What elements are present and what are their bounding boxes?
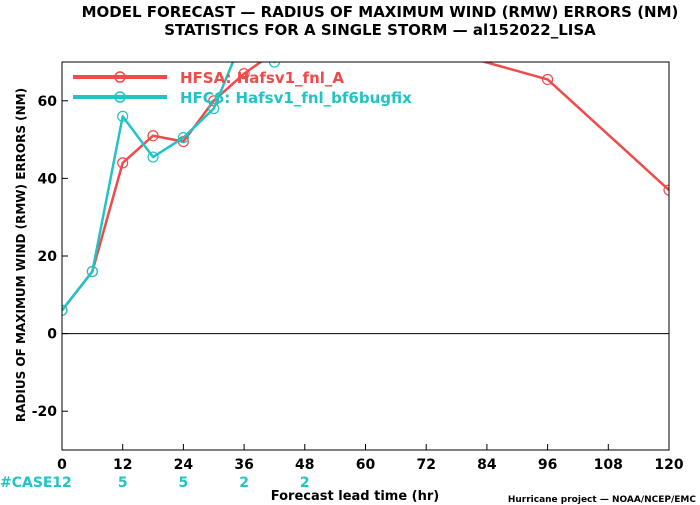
data-point [268,62,281,68]
x-tick-label: 72 [416,457,435,473]
x-tick-label: 0 [57,457,67,473]
legend-marker [114,91,126,103]
case-count: 2 [239,475,249,491]
x-tick-label: 48 [295,457,314,473]
y-tick-label: -20 [32,404,58,420]
x-axis: 0 12 24 36 48 60 72 84 96 108 120 [57,444,684,473]
x-tick-label: 84 [477,457,497,473]
data-point [147,151,159,163]
chart-subtitle: STATISTICS FOR A SINGLE STORM — al152022… [164,21,596,39]
data-point [421,38,431,48]
y-axis: -20 0 20 40 60 [32,94,68,420]
data-point [269,47,279,57]
chart-title: MODEL FORECAST — RADIUS OF MAXIMUM WIND … [82,3,679,21]
y-tick-label: 20 [38,249,58,265]
x-tick-label: 96 [538,457,557,473]
credit-text: Hurricane project — NOAA/NCEP/EMC [508,495,697,505]
case-count: 12 [52,475,71,491]
x-axis-label: Forecast lead time (hr) [271,489,439,504]
case-count: 5 [118,475,128,491]
x-tick-label: 24 [174,457,194,473]
data-point [62,304,68,316]
case-count: 2 [300,475,310,491]
series-layer [62,38,669,316]
y-tick-label: 0 [47,327,57,343]
x-tick-label: 120 [654,457,683,473]
data-point [177,132,189,144]
y-axis-label: RADIUS OF MAXIMUM WIND (RMW) ERRORS (NM) [14,88,28,422]
series-2 [62,38,431,316]
case-count-row: #CASE 12 5 5 2 2 [0,475,310,491]
case-count-label: #CASE [0,475,53,491]
y-tick-label: 40 [38,171,58,187]
case-count: 5 [179,475,189,491]
legend-label: HFSA: Hafsv1_fnl_A [180,69,344,87]
data-point [86,265,98,278]
x-tick-label: 108 [594,457,623,473]
plot-frame [61,61,670,451]
data-point [541,73,554,86]
data-point [147,130,159,142]
legend: HFSA: Hafsv1_fnl_A HFC6: Hafsv1_fnl_bf6bu… [73,69,412,107]
y-tick-label: 60 [38,94,58,110]
data-point [117,110,129,122]
series-line [62,62,276,312]
data-point [117,157,129,169]
data-point [208,102,220,115]
legend-marker [114,71,126,83]
data-point [238,68,250,80]
data-point [663,184,669,196]
x-tick-label: 36 [234,457,253,473]
series-line [62,62,669,312]
x-tick-label: 60 [356,457,376,473]
x-tick-label: 12 [113,457,132,473]
legend-label: HFC6: Hafsv1_fnl_bf6bugfix [180,89,412,107]
